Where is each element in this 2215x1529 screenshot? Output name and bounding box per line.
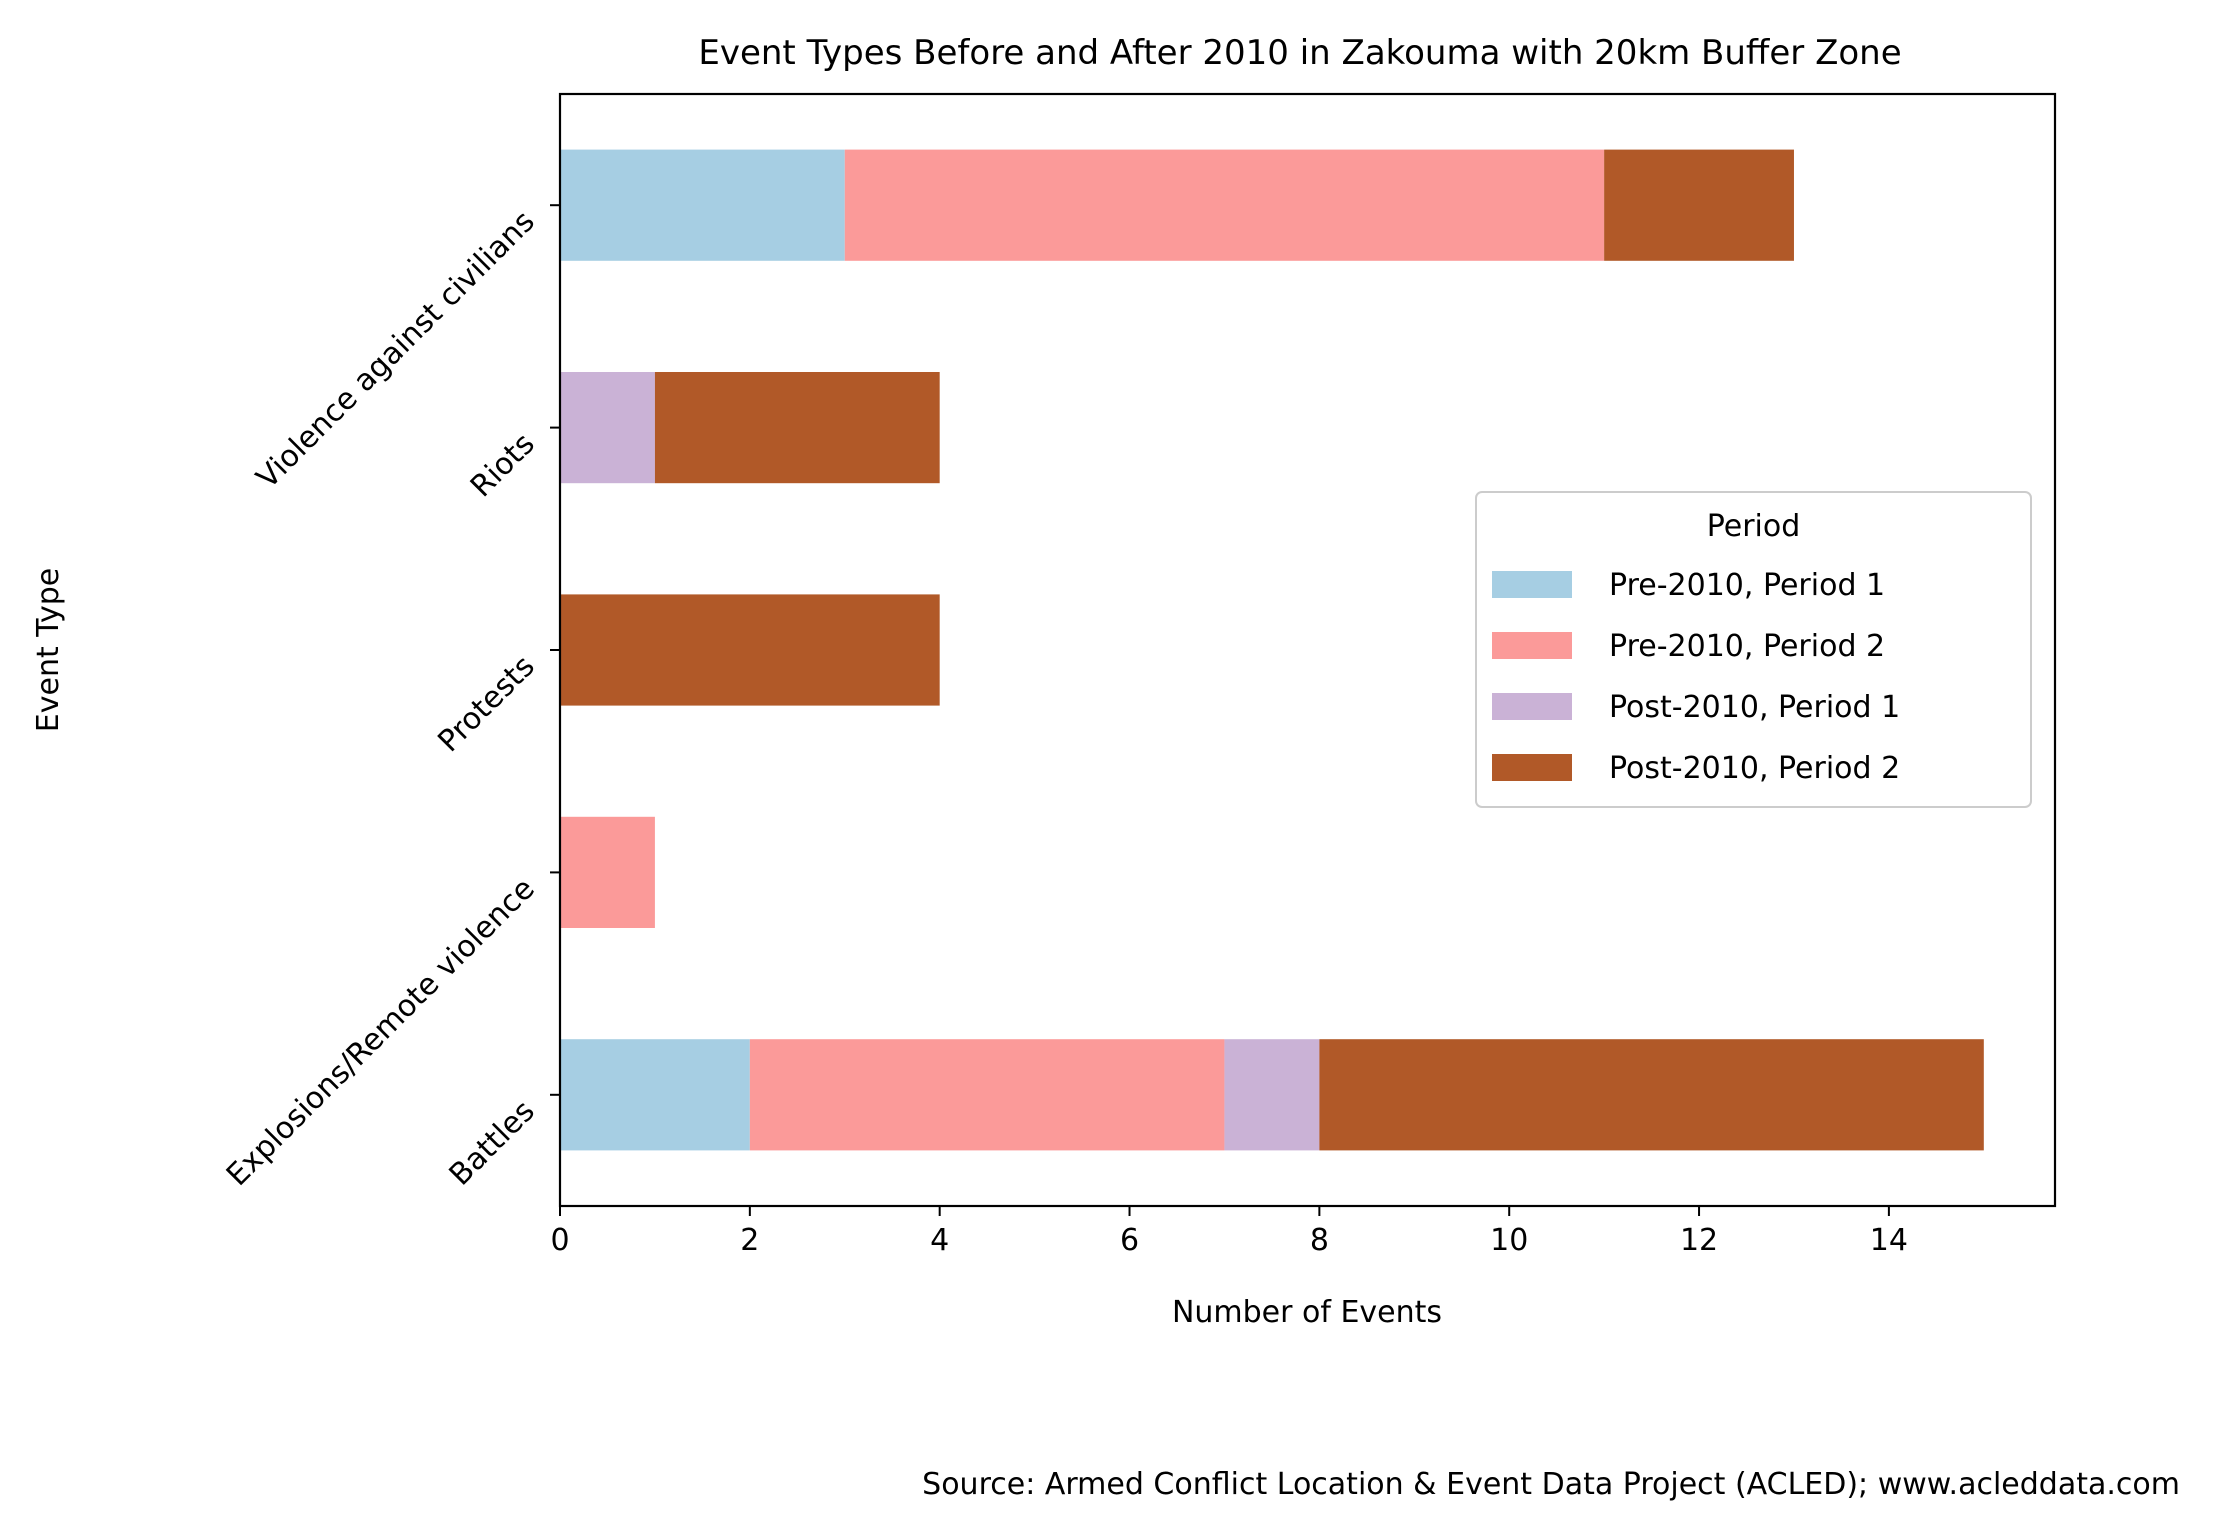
x-tick-label-7: 12 <box>1680 1223 1718 1258</box>
bar-segment-3-4 <box>560 594 940 706</box>
source-note: Source: Armed Conflict Location & Event … <box>922 1467 2180 1502</box>
legend-swatch-1 <box>1492 571 1572 598</box>
x-tick-label-1: 0 <box>550 1223 569 1258</box>
legend-swatch-4 <box>1492 754 1572 781</box>
chart-title: Event Types Before and After 2010 in Zak… <box>698 33 1901 73</box>
legend-label-3: Post-2010, Period 1 <box>1609 690 1900 725</box>
bar-segment-1-1 <box>560 1039 750 1151</box>
bars-layer <box>560 149 1984 1151</box>
x-axis: 0 2 4 6 8 10 12 14 <box>550 1206 1908 1258</box>
x-tick-label-6: 10 <box>1490 1223 1528 1258</box>
legend-label-2: Pre-2010, Period 2 <box>1609 629 1885 664</box>
bar-segment-5-2 <box>844 149 1605 261</box>
bar-segment-4-4 <box>654 372 940 484</box>
bar-segment-1-4 <box>1319 1039 1984 1151</box>
x-tick-label-2: 2 <box>740 1223 759 1258</box>
legend-label-4: Post-2010, Period 2 <box>1609 751 1900 786</box>
bar-segment-4-3 <box>560 372 655 484</box>
x-tick-label-5: 8 <box>1310 1223 1329 1258</box>
legend-swatch-3 <box>1492 693 1572 720</box>
bar-segment-5-1 <box>560 149 845 261</box>
bar-segment-1-3 <box>1224 1039 1320 1151</box>
legend: Period Pre-2010, Period 1 Pre-2010, Period… <box>1475 491 2032 808</box>
bar-segment-2-2 <box>560 816 655 928</box>
legend-swatch-2 <box>1492 632 1572 659</box>
bar-segment-1-2 <box>749 1039 1225 1151</box>
y-tick-label-3: Protests <box>431 649 541 759</box>
y-axis-label: Event Type <box>31 568 66 732</box>
x-tick-label-4: 6 <box>1120 1223 1139 1258</box>
y-tick-label-4: Riots <box>464 427 542 505</box>
x-axis-label: Number of Events <box>1172 1295 1442 1330</box>
legend-title: Period <box>1707 509 1801 544</box>
x-tick-label-3: 4 <box>930 1223 949 1258</box>
bar-segment-5-4 <box>1604 149 1794 261</box>
legend-label-1: Pre-2010, Period 1 <box>1609 568 1885 603</box>
y-tick-label-1: Battles <box>443 1094 542 1193</box>
legend-box <box>1475 491 2032 808</box>
x-tick-label-8: 14 <box>1870 1223 1908 1258</box>
